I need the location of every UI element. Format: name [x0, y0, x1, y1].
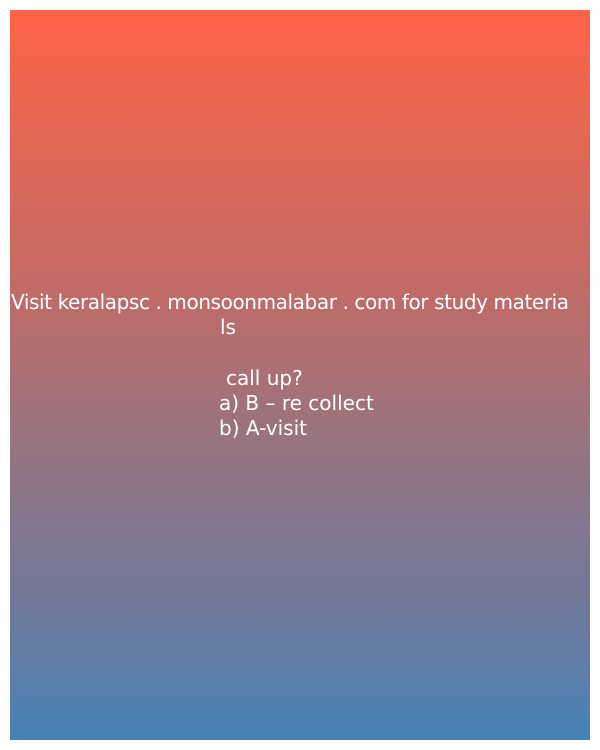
option-a: a) B – re collect	[219, 391, 374, 415]
watermark-line-2: ls	[220, 315, 236, 339]
option-b: b) A-visit	[219, 416, 307, 440]
gradient-card: Visit keralapsc . monsoonmalabar . com f…	[10, 10, 590, 740]
watermark-line-1: Visit keralapsc . monsoonmalabar . com f…	[11, 290, 569, 314]
question-text: call up?	[226, 366, 303, 390]
